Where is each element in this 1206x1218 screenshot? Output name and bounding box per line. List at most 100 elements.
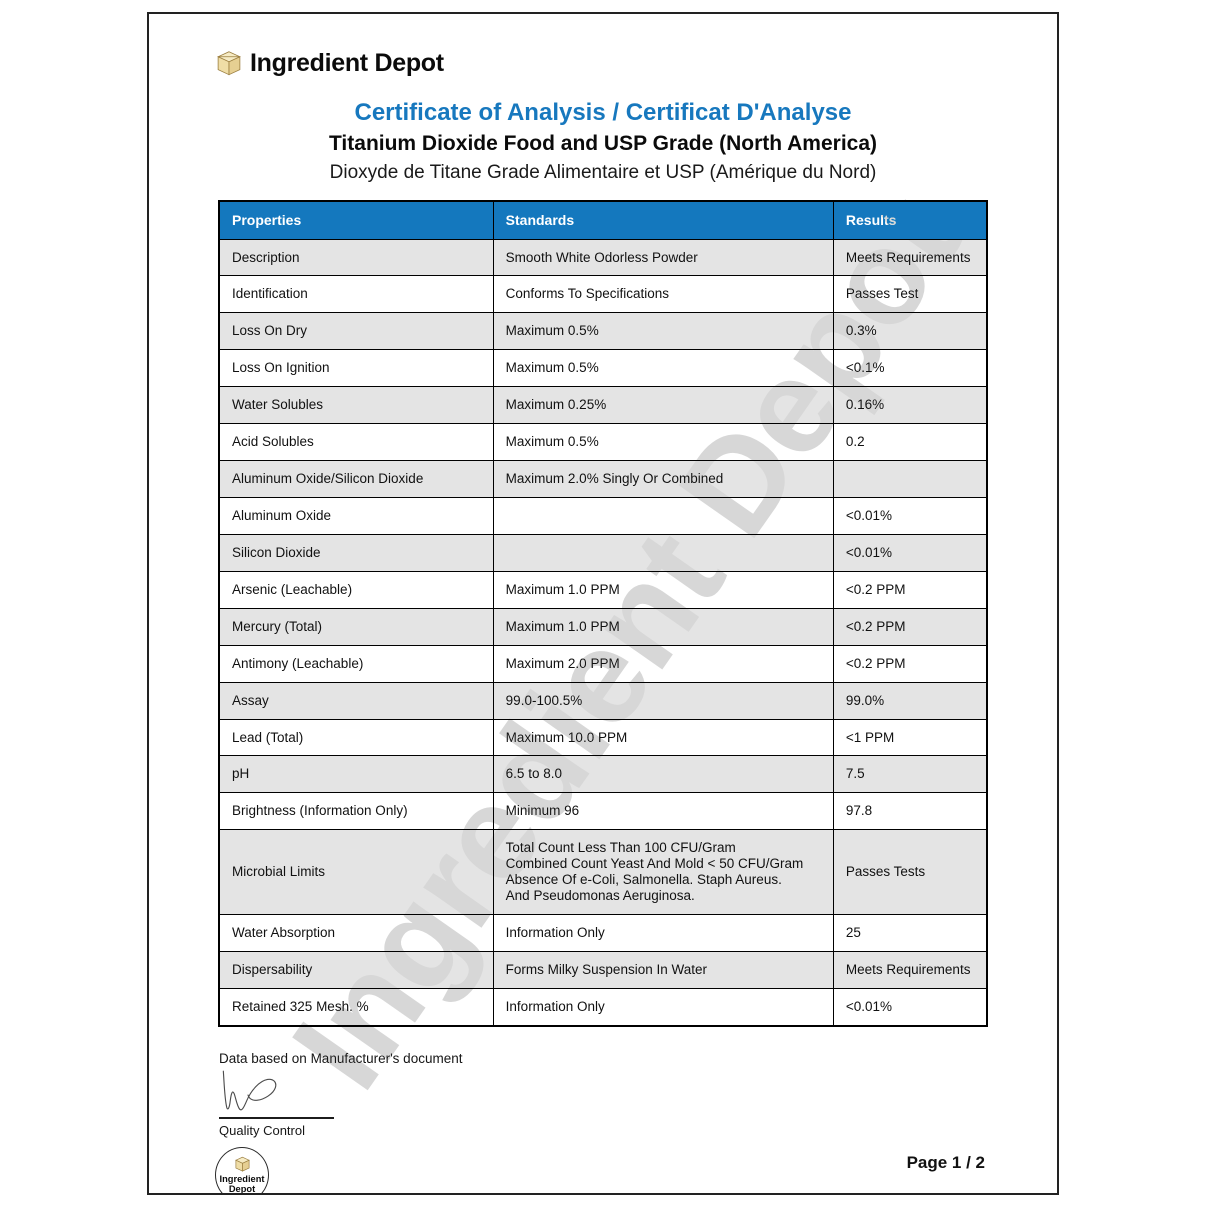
standard-cell: Maximum 1.0 PPM (492, 570, 834, 609)
property-cell: Loss On Dry (218, 312, 494, 351)
table-row: Water Absorption Information Only 25 (218, 913, 988, 952)
coa-document-page: Ingredient Depot Certificate of Analysis… (147, 12, 1059, 1195)
table-row: Aluminum Oxide <0.01% (218, 496, 988, 535)
result-cell (832, 460, 988, 498)
table-row: Silicon Dioxide <0.01% (218, 533, 988, 572)
standard-cell: Maximum 0.5% (492, 423, 834, 462)
standard-cell: Forms Milky Suspension In Water (492, 950, 834, 989)
result-cell: 97.8 (832, 792, 988, 831)
stamp-text-line2: Depot (228, 1184, 256, 1195)
result-cell: 7.5 (832, 755, 988, 794)
table-row: Brightness (Information Only) Minimum 96 9… (218, 792, 988, 831)
property-cell: Aluminum Oxide (218, 496, 494, 535)
coa-table: Properties Standards Results Description… (218, 200, 988, 1027)
table-row: Water Solubles Maximum 0.25% 0.16% (218, 386, 988, 425)
product-title-en: Titanium Dioxide Food and USP Grade (Nor… (328, 132, 878, 155)
property-cell: pH (218, 755, 494, 794)
signature-line (219, 1116, 334, 1119)
manufacturer-note: Data based on Manufacturer's document (219, 1050, 463, 1066)
property-cell: Arsenic (Leachable) (218, 570, 494, 609)
property-cell: Dispersability (218, 950, 494, 989)
quality-control-label: Quality Control (219, 1122, 305, 1138)
standard-cell (492, 533, 834, 572)
standard-cell: Maximum 0.5% (492, 312, 834, 351)
result-cell: <0.01% (832, 533, 988, 572)
company-stamp: Ingredient Depot (215, 1146, 269, 1195)
standard-cell: Maximum 10.0 PPM (492, 718, 834, 757)
standard-cell: Information Only (492, 913, 834, 952)
table-header-row: Properties Standards Results (218, 200, 988, 240)
table-row: Lead (Total) Maximum 10.0 PPM <1 PPM (218, 718, 988, 757)
property-cell: Assay (218, 681, 494, 720)
property-cell: Antimony (Leachable) (218, 644, 494, 683)
result-cell: <1 PPM (832, 718, 988, 757)
property-cell: Mercury (Total) (218, 607, 494, 646)
standard-cell: Maximum 0.25% (492, 386, 834, 425)
property-cell: Water Absorption (218, 913, 494, 952)
property-cell: Lead (Total) (218, 718, 494, 757)
table-row: Assay 99.0-100.5% 99.0% (218, 681, 988, 720)
property-cell: Water Solubles (218, 386, 494, 425)
standard-cell: Smooth White Odorless Powder (492, 238, 834, 277)
result-cell: 0.16% (832, 386, 988, 425)
page-number: Page 1 / 2 (906, 1153, 985, 1172)
result-cell: <0.2 PPM (832, 607, 988, 646)
table-row: Antimony (Leachable) Maximum 2.0 PPM <0.2 … (218, 644, 988, 683)
standard-cell: Maximum 1.0 PPM (492, 607, 834, 646)
standard-cell: 99.0-100.5% (492, 681, 834, 720)
property-cell: Retained 325 Mesh. % (218, 987, 494, 1027)
table-row: pH 6.5 to 8.0 7.5 (218, 755, 988, 794)
table-row: Arsenic (Leachable) Maximum 1.0 PPM <0.2 P… (218, 570, 988, 609)
table-row: Dispersability Forms Milky Suspension In … (218, 950, 988, 989)
stamp-box-icon (234, 1156, 250, 1172)
table-row: Aluminum Oxide/Silicon Dioxide Maximum 2.… (218, 460, 988, 498)
product-title-fr: Dioxyde de Titane Grade Alimentaire et U… (329, 162, 877, 183)
result-cell: <0.2 PPM (832, 570, 988, 609)
signature-scribble (222, 1070, 277, 1111)
property-cell: Identification (218, 275, 494, 314)
result-cell: <0.01% (832, 496, 988, 535)
result-cell: 0.2 (832, 423, 988, 462)
standard-cell: Maximum 2.0 PPM (492, 644, 834, 683)
result-cell: Passes Tests (832, 829, 988, 915)
signature-block: Quality Control (219, 1069, 1057, 1138)
brand-logo: Ingredient Depot (215, 48, 1057, 78)
standard-cell: Conforms To Specifications (492, 275, 834, 314)
result-cell: <0.1% (832, 349, 988, 388)
table-row: Mercury (Total) Maximum 1.0 PPM <0.2 PPM (218, 607, 988, 646)
property-cell: Silicon Dioxide (218, 533, 494, 572)
standard-cell: Minimum 96 (492, 792, 834, 831)
property-cell: Aluminum Oxide/Silicon Dioxide (218, 460, 494, 498)
standard-cell: Maximum 0.5% (492, 349, 834, 388)
package-box-icon (215, 48, 243, 78)
result-cell: <0.01% (832, 987, 988, 1027)
coa-title: Certificate of Analysis / Certificat D'A… (354, 99, 852, 126)
table-row: Acid Solubles Maximum 0.5% 0.2 (218, 423, 988, 462)
property-cell: Loss On Ignition (218, 349, 494, 388)
brand-name: Ingredient Depot (250, 48, 444, 77)
stamp-text-line1: Ingredient (219, 1173, 265, 1184)
table-row: Identification Conforms To Specifications… (218, 275, 988, 314)
header-standards: Standards (492, 200, 834, 240)
property-cell: Acid Solubles (218, 423, 494, 462)
result-cell: 0.3% (832, 312, 988, 351)
table-row: Microbial Limits Total Count Less Than 10… (218, 829, 988, 915)
result-cell: Passes Test (832, 275, 988, 314)
standard-cell (492, 496, 834, 535)
table-row: Retained 325 Mesh. % Information Only <0.0… (218, 987, 988, 1027)
table-row: Description Smooth White Odorless Powder M… (218, 238, 988, 277)
table-row: Loss On Ignition Maximum 0.5% <0.1% (218, 349, 988, 388)
header-results: Results (832, 200, 988, 240)
property-cell: Microbial Limits (218, 829, 494, 915)
standard-cell: Maximum 2.0% Singly Or Combined (492, 460, 834, 498)
property-cell: Description (218, 238, 494, 277)
standard-cell: Information Only (492, 987, 834, 1027)
result-cell: 25 (832, 913, 988, 952)
result-cell: 99.0% (832, 681, 988, 720)
header-properties: Properties (218, 200, 494, 240)
result-cell: Meets Requirements (832, 238, 988, 277)
result-cell: Meets Requirements (832, 950, 988, 989)
table-row: Loss On Dry Maximum 0.5% 0.3% (218, 312, 988, 351)
standard-cell: 6.5 to 8.0 (492, 755, 834, 794)
result-cell: <0.2 PPM (832, 644, 988, 683)
